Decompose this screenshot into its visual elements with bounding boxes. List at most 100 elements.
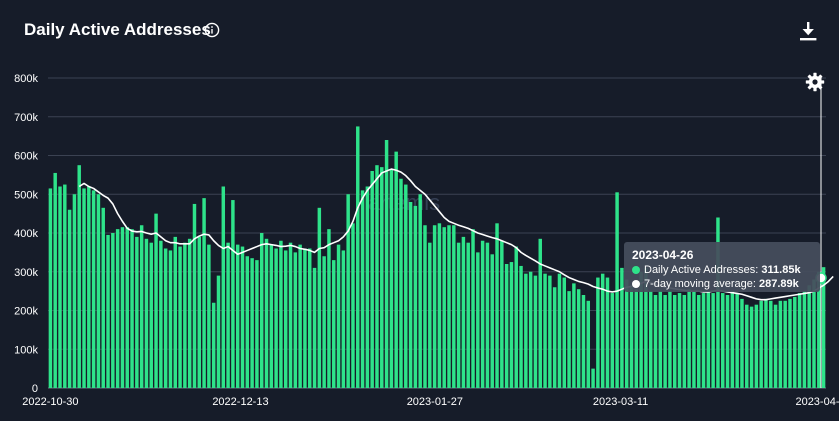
bar-daily-active[interactable]	[279, 240, 283, 388]
bar-daily-active[interactable]	[341, 250, 346, 388]
bar-daily-active[interactable]	[490, 254, 494, 388]
bar-daily-active[interactable]	[591, 368, 595, 389]
bar-daily-active[interactable]	[605, 277, 610, 388]
bar-daily-active[interactable]	[178, 246, 182, 388]
bar-daily-active[interactable]	[298, 244, 302, 389]
bar-daily-active[interactable]	[624, 279, 629, 389]
bar-daily-active[interactable]	[788, 298, 792, 389]
bar-daily-active[interactable]	[452, 225, 456, 388]
bar-daily-active[interactable]	[211, 302, 216, 388]
bar-daily-active[interactable]	[658, 291, 663, 389]
bar-daily-active[interactable]	[408, 202, 413, 388]
bar-daily-active[interactable]	[538, 238, 542, 388]
bar-daily-active[interactable]	[648, 291, 653, 389]
bar-daily-active[interactable]	[764, 298, 768, 389]
bar-daily-active[interactable]	[557, 273, 562, 388]
bar-daily-active[interactable]	[404, 184, 408, 388]
bar-daily-active[interactable]	[783, 300, 787, 388]
bar-daily-active[interactable]	[423, 225, 427, 388]
bar-daily-active[interactable]	[735, 293, 739, 388]
bar-daily-active[interactable]	[380, 167, 384, 389]
bar-daily-active[interactable]	[259, 233, 264, 388]
bar-daily-active[interactable]	[264, 238, 269, 388]
bar-daily-active[interactable]	[399, 178, 403, 388]
bar-daily-active[interactable]	[495, 223, 499, 388]
bar-daily-active[interactable]	[245, 256, 250, 388]
bar-daily-active[interactable]	[101, 207, 105, 388]
bar-daily-active[interactable]	[480, 240, 485, 388]
bar-daily-active[interactable]	[586, 300, 591, 388]
bar-daily-active[interactable]	[610, 293, 615, 388]
bar-daily-active[interactable]	[72, 194, 77, 388]
bar-daily-active[interactable]	[360, 190, 365, 389]
bar-daily-active[interactable]	[308, 248, 312, 389]
bar-daily-active[interactable]	[327, 229, 331, 389]
bar-daily-active[interactable]	[428, 242, 432, 388]
bar-daily-active[interactable]	[139, 225, 144, 388]
download-icon[interactable]	[798, 20, 818, 42]
bar-daily-active[interactable]	[389, 169, 394, 388]
bar-daily-active[interactable]	[312, 267, 317, 389]
bar-daily-active[interactable]	[231, 200, 235, 388]
bar-daily-active[interactable]	[639, 271, 643, 388]
bar-daily-active[interactable]	[255, 260, 259, 389]
bar-daily-active[interactable]	[96, 194, 101, 388]
bar-daily-active[interactable]	[615, 192, 619, 388]
bar-daily-active[interactable]	[634, 289, 639, 388]
bar-daily-active[interactable]	[91, 190, 96, 389]
bar-daily-active[interactable]	[375, 165, 379, 388]
bar-daily-active[interactable]	[721, 293, 725, 388]
bar-daily-active[interactable]	[370, 171, 374, 388]
bar-daily-active[interactable]	[120, 227, 125, 388]
bar-daily-active[interactable]	[466, 242, 470, 388]
bar-daily-active[interactable]	[87, 186, 91, 389]
bar-daily-active[interactable]	[711, 293, 715, 388]
bar-daily-active[interactable]	[812, 279, 816, 389]
bar-daily-active[interactable]	[629, 285, 634, 388]
bar-daily-active[interactable]	[197, 236, 202, 389]
bar-daily-active[interactable]	[154, 213, 158, 389]
bar-daily-active[interactable]	[524, 273, 528, 388]
bar-daily-active[interactable]	[53, 172, 57, 388]
bar-daily-active[interactable]	[437, 223, 442, 388]
bar-daily-active[interactable]	[226, 242, 230, 388]
bar-daily-active[interactable]	[250, 258, 254, 388]
bar-daily-active[interactable]	[207, 244, 211, 389]
bar-daily-active[interactable]	[548, 275, 552, 389]
bar-daily-active[interactable]	[807, 285, 811, 388]
bar-daily-active[interactable]	[793, 296, 797, 388]
bar-daily-active[interactable]	[202, 198, 206, 389]
bar-daily-active[interactable]	[144, 238, 149, 388]
bar-daily-active[interactable]	[365, 186, 370, 389]
bar-daily-active[interactable]	[322, 256, 326, 388]
bar-daily-active[interactable]	[274, 248, 278, 389]
bar-daily-active[interactable]	[562, 277, 566, 388]
bar-daily-active[interactable]	[106, 234, 110, 388]
bar-daily-active[interactable]	[456, 242, 461, 388]
bar-daily-active[interactable]	[567, 291, 571, 389]
bar-daily-active[interactable]	[730, 291, 735, 389]
bar-daily-active[interactable]	[504, 264, 509, 388]
bar-daily-active[interactable]	[394, 151, 398, 389]
bar-daily-active[interactable]	[821, 267, 826, 388]
bar-daily-active[interactable]	[58, 186, 62, 389]
bar-daily-active[interactable]	[48, 188, 53, 388]
bar-daily-active[interactable]	[533, 275, 538, 389]
bar-daily-active[interactable]	[288, 242, 293, 388]
bar-daily-active[interactable]	[67, 209, 72, 388]
bar-daily-active[interactable]	[677, 293, 682, 388]
bar-daily-active[interactable]	[817, 271, 821, 388]
bar-daily-active[interactable]	[356, 126, 360, 388]
bar-daily-active[interactable]	[749, 306, 754, 389]
bar-daily-active[interactable]	[745, 304, 749, 388]
bar-daily-active[interactable]	[581, 295, 586, 388]
bar-daily-active[interactable]	[303, 248, 307, 389]
bar-daily-active[interactable]	[701, 293, 706, 388]
bar-daily-active[interactable]	[346, 194, 350, 388]
bar-daily-active[interactable]	[692, 291, 696, 389]
bar-daily-active[interactable]	[130, 229, 134, 389]
bar-daily-active[interactable]	[576, 289, 581, 388]
bar-daily-active[interactable]	[754, 304, 759, 388]
bar-daily-active[interactable]	[125, 227, 129, 388]
bar-daily-active[interactable]	[500, 240, 504, 388]
